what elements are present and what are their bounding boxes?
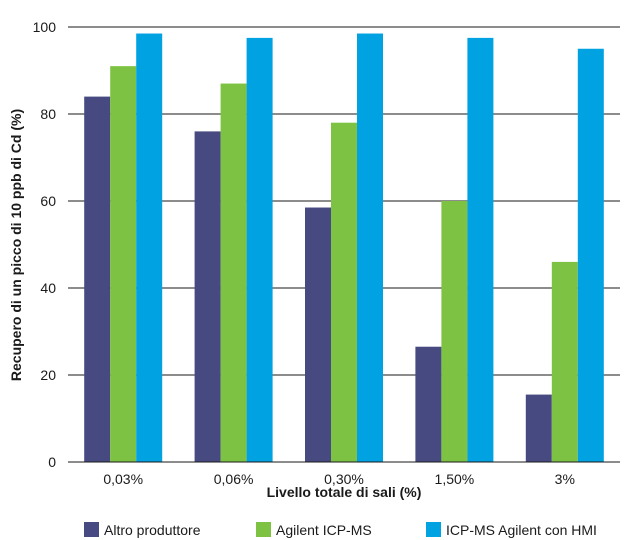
x-axis-title: Livello totale di sali (%) — [267, 484, 422, 500]
legend-label: Altro produttore — [104, 522, 201, 538]
legend-item: Altro produttore — [84, 522, 201, 538]
bar — [551, 261, 578, 462]
bar — [441, 201, 468, 462]
x-tick-label: 1,50% — [435, 471, 475, 487]
y-tick-labels: 0 20 40 60 80 100 — [33, 19, 57, 470]
bar — [415, 346, 442, 462]
legend-label: Agilent ICP-MS — [276, 522, 372, 538]
y-tick-label: 0 — [48, 454, 56, 470]
bar — [84, 96, 111, 462]
legend-swatch — [84, 522, 99, 537]
bar — [194, 131, 221, 462]
legend-item: Agilent ICP-MS — [256, 522, 372, 538]
bar — [331, 122, 357, 462]
legend-swatch — [256, 522, 271, 537]
x-tick-label: 0,03% — [103, 471, 143, 487]
x-tick-label: 0,06% — [214, 471, 254, 487]
y-tick-label: 20 — [40, 367, 56, 383]
legend-swatch — [426, 522, 441, 537]
x-tick-label: 3% — [555, 471, 575, 487]
legend: Altro produttore Agilent ICP-MS ICP-MS Agi… — [84, 522, 597, 538]
bar — [525, 394, 552, 462]
bar — [246, 37, 273, 462]
legend-label: ICP-MS Agilent con HMI — [446, 522, 597, 538]
x-tick-labels: 0,03% 0,06% 0,30% 1,50% 3% — [103, 471, 575, 487]
y-axis-title: Recupero di un picco di 10 ppb di Cd (%) — [8, 109, 24, 381]
bar — [110, 66, 137, 463]
bar — [305, 207, 331, 462]
y-tick-label: 100 — [33, 19, 57, 35]
y-tick-label: 60 — [40, 193, 56, 209]
y-tick-label: 40 — [40, 280, 56, 296]
bars — [84, 33, 604, 463]
x-tick-label: 0,30% — [324, 471, 364, 487]
y-tick-label: 80 — [40, 106, 56, 122]
bar — [577, 48, 604, 462]
bar — [220, 83, 247, 463]
bar — [467, 37, 494, 462]
legend-item: ICP-MS Agilent con HMI — [426, 522, 597, 538]
bar — [357, 33, 383, 463]
bar — [136, 33, 163, 463]
